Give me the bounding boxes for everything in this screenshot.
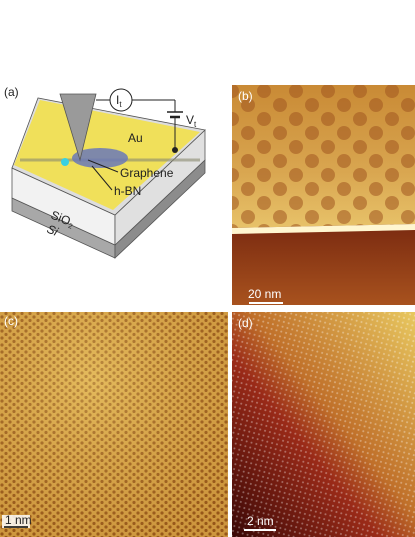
current-label: It — [116, 93, 122, 109]
panel-label: (b) — [238, 89, 253, 103]
panel-label: (a) — [4, 85, 19, 99]
panel-label: (d) — [238, 316, 253, 330]
subscript: 2 — [67, 223, 73, 231]
oxide-label: SiO2 — [49, 208, 77, 231]
scale-bar-label: 1 nm — [5, 513, 32, 527]
symbol: I — [116, 93, 119, 107]
hbn-label: h-BN — [114, 184, 141, 198]
panel-d: (d) 2 nm — [232, 312, 415, 537]
symbol: V — [186, 113, 194, 127]
scale-bar-label: 20 nm — [248, 287, 281, 301]
panel-c: (c) 1 nm — [0, 312, 228, 537]
panel-a: (a) It Vt Au Graphene h-BN SiO2 Si — [4, 85, 206, 259]
graphene-label: Graphene — [120, 166, 174, 180]
subscript: t — [194, 120, 197, 129]
text: SiO — [49, 208, 73, 228]
scale-bar-label: 2 nm — [247, 514, 274, 528]
panel-label: (c) — [4, 314, 18, 328]
panel-b: (b) 20 nm — [232, 85, 415, 305]
subscript: t — [119, 100, 122, 109]
gold-label: Au — [128, 131, 143, 145]
bias-label: Vt — [186, 113, 197, 129]
